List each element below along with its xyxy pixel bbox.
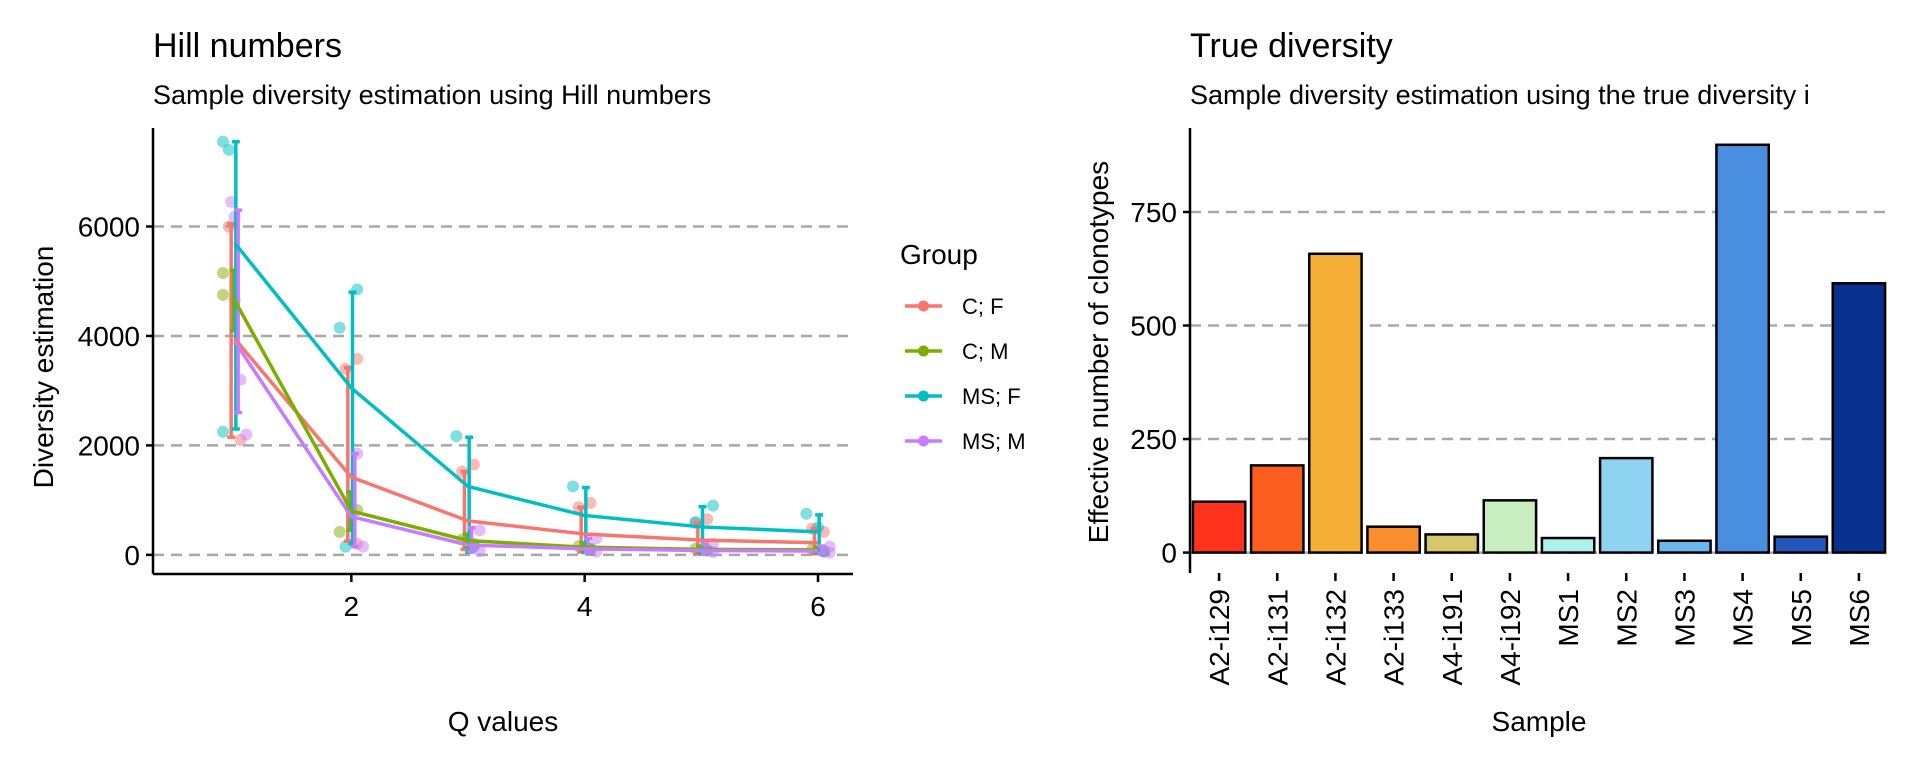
legend-key-point	[918, 345, 929, 357]
td-y-tick-label: 750	[1130, 197, 1177, 228]
legend-key-point	[918, 390, 929, 402]
td-bar	[1656, 539, 1712, 554]
hill-y-tick-label: 6000	[78, 212, 140, 243]
hill-point	[357, 540, 369, 553]
td-y-tick-label: 250	[1130, 424, 1177, 455]
td-y-axis-label: Effective number of clonotypes	[1083, 161, 1114, 543]
hill-point	[240, 428, 253, 441]
hill-point	[333, 525, 346, 538]
hill-chart-title: Hill numbers	[153, 27, 342, 65]
td-bar	[1540, 536, 1596, 554]
hill-series-line	[233, 340, 819, 553]
hill-point	[450, 430, 463, 443]
hill-y-tick-label: 4000	[78, 321, 140, 352]
td-bar	[1307, 252, 1363, 554]
td-x-axis-label: Sample	[1492, 706, 1587, 737]
td-y-ticks: 0 250 500 750	[1130, 197, 1190, 569]
hill-point	[473, 545, 486, 558]
hill-point	[800, 507, 813, 520]
hill-y-tick-label: 2000	[78, 430, 140, 461]
td-x-tick-label: MS4	[1728, 589, 1759, 647]
hill-point	[707, 499, 719, 512]
td-chart-subtitle: Sample diversity estimation using the tr…	[1190, 80, 1810, 110]
legend-entries: C; F C; M MS; F MS; M	[905, 294, 1026, 454]
td-bar	[1366, 525, 1422, 554]
td-x-tick-label: MS1	[1553, 589, 1584, 647]
td-x-tick-label: A2-i131	[1262, 589, 1293, 686]
hill-x-tick-label: 6	[810, 591, 826, 622]
td-x-tick-label: A2-i133	[1379, 589, 1410, 686]
hill-y-ticks: 0 2000 4000 6000	[78, 212, 153, 571]
hill-numbers-panel: Hill numbers Sample diversity estimation…	[28, 27, 1026, 737]
hill-chart-subtitle: Sample diversity estimation using Hill n…	[153, 80, 711, 110]
hill-point	[217, 425, 229, 438]
td-x-tick-label: A4-i192	[1495, 589, 1526, 686]
td-x-tick-label: MS5	[1786, 589, 1817, 647]
hill-gridlines	[153, 225, 853, 557]
td-bar	[1424, 533, 1480, 554]
hill-series-line	[233, 241, 819, 534]
hill-x-tick-label: 4	[577, 591, 593, 622]
legend: Group C; F C; M MS; F MS; M	[900, 239, 1026, 454]
td-bar	[1482, 499, 1538, 554]
legend-key-point	[918, 300, 929, 312]
hill-x-axis-label: Q values	[448, 706, 559, 737]
td-x-tick-label: MS2	[1611, 589, 1642, 647]
hill-point	[567, 480, 579, 493]
td-x-ticks: A2-i129 A2-i131 A2-i132 A2-i133 A4-i191 A4-i1…	[1204, 573, 1875, 686]
legend-entry-label: MS; M	[962, 429, 1026, 454]
td-bar	[1598, 456, 1654, 554]
td-x-tick-label: A2-i132	[1320, 589, 1351, 686]
td-x-tick-label: MS6	[1844, 589, 1875, 647]
hill-point	[222, 143, 235, 156]
td-bar	[1191, 500, 1247, 554]
hill-jitter-points	[217, 135, 836, 559]
hill-point	[333, 321, 346, 334]
hill-x-tick-label: 2	[344, 591, 360, 622]
td-x-tick-label: MS3	[1669, 589, 1700, 647]
legend-entry-label: C; F	[962, 294, 1004, 319]
hill-series-lines	[233, 241, 819, 553]
hill-point	[473, 524, 486, 537]
hill-point	[217, 267, 229, 280]
td-y-tick-label: 500	[1130, 311, 1177, 342]
td-bar	[1715, 143, 1771, 554]
legend-key-point	[918, 435, 929, 447]
td-x-tick-label: A4-i191	[1437, 589, 1468, 686]
hill-series-line	[233, 299, 819, 552]
hill-series-line	[233, 337, 819, 545]
true-diversity-panel: True diversity Sample diversity estimati…	[1083, 27, 1888, 737]
legend-entry-label: MS; F	[962, 384, 1021, 409]
td-bar	[1249, 464, 1305, 554]
legend-title: Group	[900, 239, 978, 270]
hill-x-ticks: 2 4 6	[344, 574, 826, 622]
hill-y-tick-label: 0	[124, 540, 140, 571]
td-gridlines	[1190, 210, 1888, 554]
td-x-tick-label: A2-i129	[1204, 589, 1235, 686]
td-bars	[1191, 143, 1887, 554]
td-chart-title: True diversity	[1190, 27, 1393, 65]
td-y-tick-label: 0	[1161, 538, 1177, 569]
td-bar	[1831, 282, 1887, 554]
hill-y-axis-label: Diversity estimation	[28, 246, 59, 489]
td-bar	[1773, 535, 1829, 554]
legend-entry-label: C; M	[962, 339, 1008, 364]
hill-point	[217, 288, 229, 301]
hill-point	[823, 546, 836, 559]
